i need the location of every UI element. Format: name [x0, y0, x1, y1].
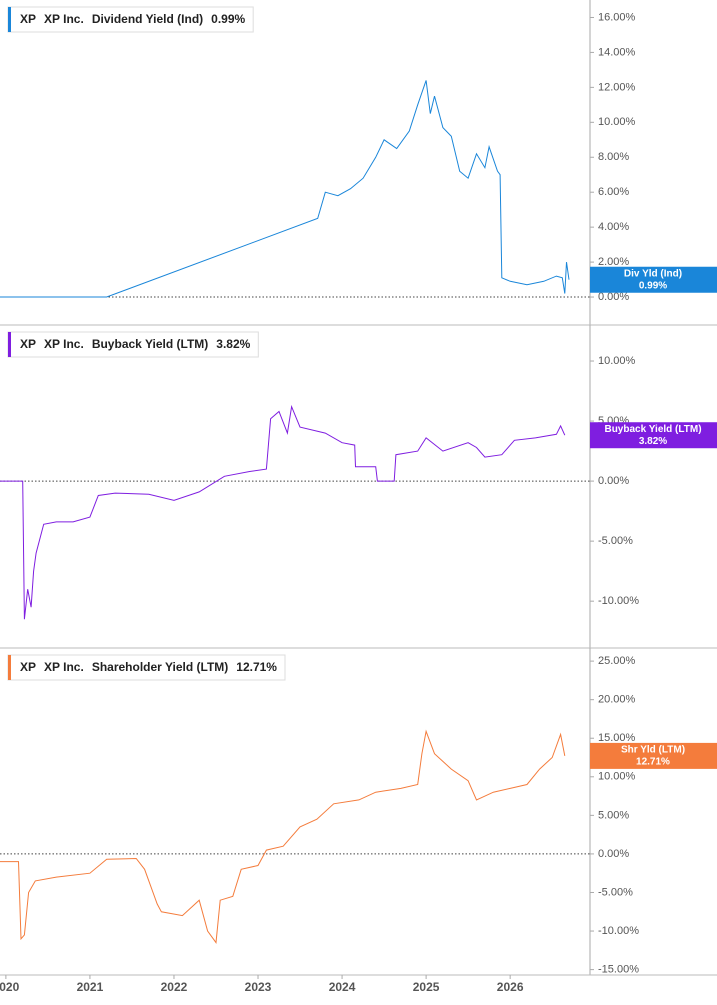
- value-tag-name: Div Yld (Ind): [624, 268, 682, 279]
- y-tick-label: 14.00%: [598, 46, 636, 58]
- y-tick-label: 16.00%: [598, 11, 636, 23]
- y-tick-label: 4.00%: [598, 221, 629, 233]
- legend-value: 12.71%: [236, 660, 277, 674]
- y-tick-label: 20.00%: [598, 694, 636, 706]
- x-tick-label: 2023: [245, 980, 272, 994]
- legend: XP XP Inc. Dividend Yield (Ind) 0.99%: [7, 6, 254, 33]
- legend-value: 0.99%: [211, 12, 245, 26]
- legend: XP XP Inc. Buyback Yield (LTM) 3.82%: [7, 331, 259, 358]
- legend-swatch: [8, 655, 11, 680]
- y-tick-label: 10.00%: [598, 355, 636, 367]
- y-tick-label: 0.00%: [598, 291, 629, 303]
- legend-swatch: [8, 332, 11, 357]
- y-tick-label: -10.00%: [598, 595, 639, 607]
- legend-box: [7, 6, 254, 33]
- legend-name: Buyback Yield (LTM): [92, 337, 208, 351]
- legend-box: [7, 331, 259, 358]
- legend-company: XP Inc.: [44, 660, 84, 674]
- y-tick-label: 10.00%: [598, 771, 636, 783]
- legend-value: 3.82%: [216, 337, 250, 351]
- value-tag: [590, 266, 717, 293]
- legend: XP XP Inc. Shareholder Yield (LTM) 12.71%: [7, 654, 286, 681]
- x-tick-label: 2025: [413, 980, 440, 994]
- legend-company: XP Inc.: [44, 12, 84, 26]
- y-tick-label: -15.00%: [598, 964, 639, 976]
- y-tick-label: 6.00%: [598, 186, 629, 198]
- series-line: [0, 404, 566, 620]
- y-tick-label: -10.00%: [598, 925, 639, 937]
- y-tick-label: -5.00%: [598, 886, 633, 898]
- y-tick-label: 2.00%: [598, 256, 629, 268]
- series-line: [0, 729, 566, 944]
- y-tick-label: 12.00%: [598, 81, 636, 93]
- value-tag: [590, 742, 717, 769]
- legend-swatch: [8, 7, 11, 32]
- legend-ticker: XP: [20, 660, 36, 674]
- y-tick-label: 8.00%: [598, 151, 629, 163]
- legend-name: Dividend Yield (Ind): [92, 12, 203, 26]
- legend-name: Shareholder Yield (LTM): [92, 660, 228, 674]
- value-tag-name: Buyback Yield (LTM): [604, 424, 701, 435]
- y-tick-label: 5.00%: [598, 809, 629, 821]
- value-tag-label: 0.99%: [639, 280, 667, 291]
- y-tick-label: 0.00%: [598, 848, 629, 860]
- value-tag-label: 12.71%: [636, 757, 670, 768]
- legend-ticker: XP: [20, 337, 36, 351]
- x-tick-label: 2026: [497, 980, 524, 994]
- value-tag-label: 3.82%: [639, 436, 667, 447]
- x-tick-label: 2024: [329, 980, 356, 994]
- x-tick-label: 2022: [161, 980, 188, 994]
- series-line: [0, 80, 570, 298]
- legend-box: [7, 654, 286, 681]
- y-tick-label: 25.00%: [598, 655, 636, 667]
- legend-company: XP Inc.: [44, 337, 84, 351]
- y-tick-label: 0.00%: [598, 475, 629, 487]
- value-tag: [590, 422, 717, 449]
- x-tick-label: 2021: [77, 980, 104, 994]
- y-tick-label: 10.00%: [598, 116, 636, 128]
- y-tick-label: -5.00%: [598, 535, 633, 547]
- legend-ticker: XP: [20, 12, 36, 26]
- y-tick-label: 15.00%: [598, 732, 636, 744]
- value-tag-name: Shr Yld (LTM): [621, 745, 685, 756]
